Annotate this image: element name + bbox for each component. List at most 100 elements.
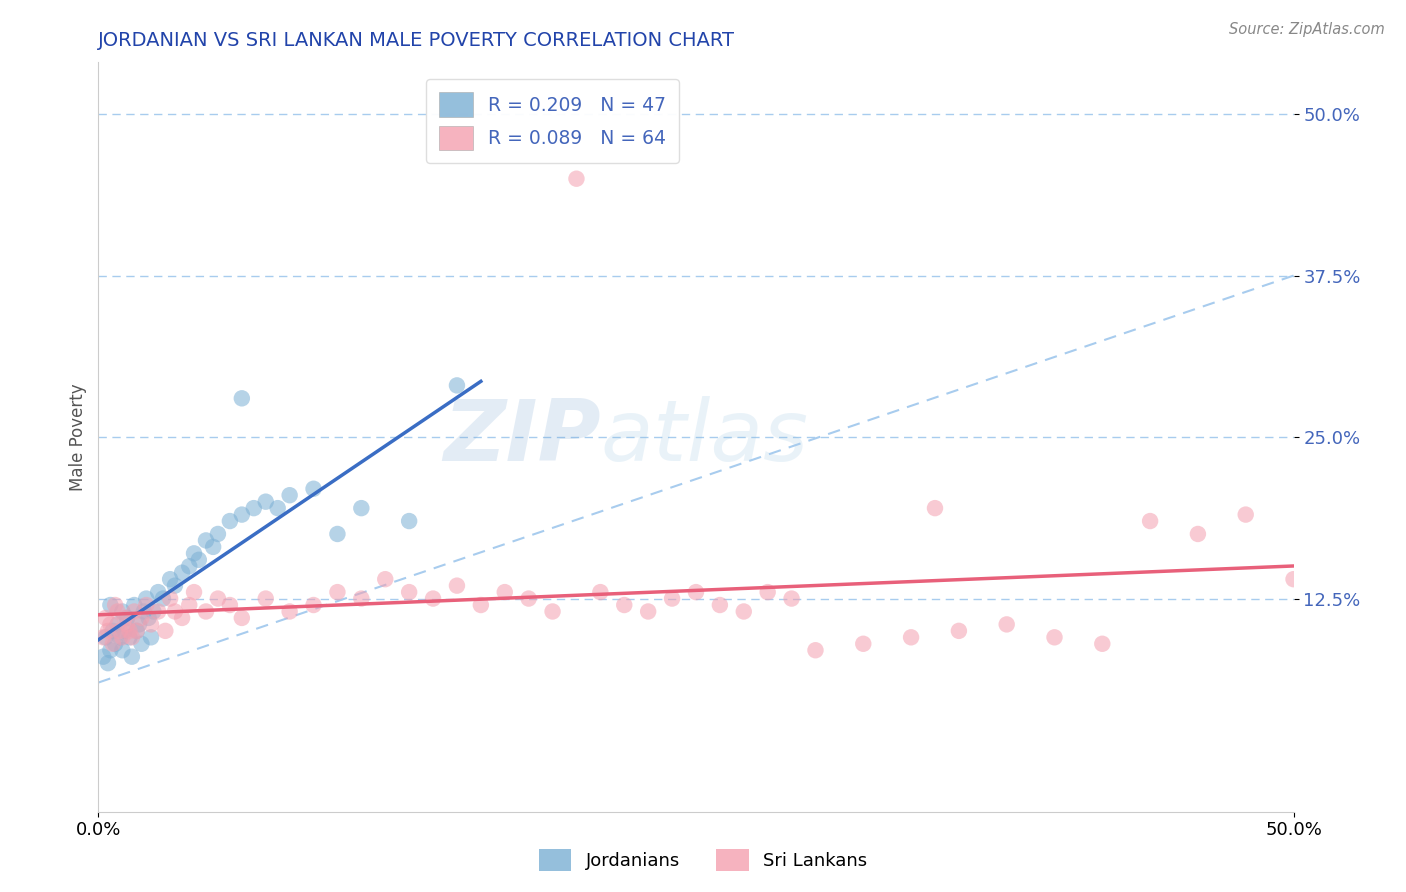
Point (183, 546, 205, 560)
Point (104, 637, 127, 651)
Point (139, 617, 162, 632)
Point (231, 508, 253, 522)
Point (115, 617, 138, 632)
Point (125, 624, 148, 638)
Point (91, 649, 114, 664)
Point (231, 611, 253, 625)
Point (94, 630, 117, 644)
Point (98, 598, 122, 612)
Point (107, 605, 129, 619)
Point (470, 598, 492, 612)
Point (114, 624, 136, 638)
Text: atlas: atlas (600, 395, 808, 479)
Point (172, 566, 194, 580)
Point (124, 605, 146, 619)
Point (148, 605, 170, 619)
Point (118, 624, 141, 638)
Point (114, 611, 136, 625)
Point (155, 624, 177, 638)
Point (780, 591, 803, 606)
Point (125, 624, 148, 638)
Point (709, 598, 731, 612)
Point (565, 171, 588, 186)
Point (278, 488, 301, 502)
Point (131, 637, 153, 651)
Point (446, 378, 468, 392)
Point (398, 514, 420, 528)
Point (804, 643, 827, 657)
Point (163, 579, 186, 593)
Point (195, 605, 218, 619)
Point (107, 617, 129, 632)
Point (138, 611, 160, 625)
Point (132, 605, 155, 619)
Y-axis label: Male Poverty: Male Poverty (69, 384, 87, 491)
Point (139, 630, 162, 644)
Point (101, 637, 124, 651)
Point (179, 559, 201, 574)
Point (159, 572, 181, 586)
Point (148, 585, 170, 599)
Point (924, 501, 946, 516)
Point (94, 611, 117, 625)
Point (1139, 514, 1161, 528)
Point (374, 572, 396, 586)
Point (124, 598, 146, 612)
Point (219, 598, 242, 612)
Point (159, 591, 181, 606)
Point (267, 501, 290, 516)
Point (101, 624, 124, 638)
Point (202, 540, 225, 554)
Point (326, 527, 349, 541)
Point (97, 624, 120, 638)
Point (111, 605, 134, 619)
Point (195, 533, 218, 548)
Point (1043, 630, 1066, 644)
Point (254, 494, 277, 508)
Legend: Jordanians, Sri Lankans: Jordanians, Sri Lankans (531, 842, 875, 879)
Point (219, 514, 242, 528)
Point (685, 585, 707, 599)
Point (115, 611, 138, 625)
Point (108, 624, 131, 638)
Point (131, 611, 153, 625)
Text: Source: ZipAtlas.com: Source: ZipAtlas.com (1229, 22, 1385, 37)
Point (398, 585, 420, 599)
Point (104, 598, 127, 612)
Point (1091, 637, 1114, 651)
Point (517, 591, 540, 606)
Point (97, 656, 120, 670)
Point (207, 591, 229, 606)
Point (350, 591, 373, 606)
Point (541, 605, 564, 619)
Point (98, 643, 122, 657)
Point (231, 392, 253, 406)
Point (121, 630, 143, 644)
Point (302, 482, 325, 496)
Point (589, 585, 612, 599)
Point (179, 598, 201, 612)
Point (326, 585, 349, 599)
Point (613, 598, 636, 612)
Point (135, 598, 157, 612)
Point (733, 605, 755, 619)
Point (494, 585, 516, 599)
Text: ZIP: ZIP (443, 395, 600, 479)
Point (254, 591, 277, 606)
Point (948, 624, 970, 638)
Text: JORDANIAN VS SRI LANKAN MALE POVERTY CORRELATION CHART: JORDANIAN VS SRI LANKAN MALE POVERTY COR… (98, 30, 735, 50)
Point (135, 591, 157, 606)
Point (1187, 527, 1209, 541)
Point (995, 617, 1018, 632)
Point (183, 585, 205, 599)
Point (1282, 572, 1305, 586)
Point (128, 617, 150, 632)
Point (661, 591, 683, 606)
Point (278, 605, 301, 619)
Point (243, 501, 266, 516)
Point (637, 605, 659, 619)
Point (446, 579, 468, 593)
Point (142, 605, 165, 619)
Point (152, 591, 174, 606)
Point (302, 598, 325, 612)
